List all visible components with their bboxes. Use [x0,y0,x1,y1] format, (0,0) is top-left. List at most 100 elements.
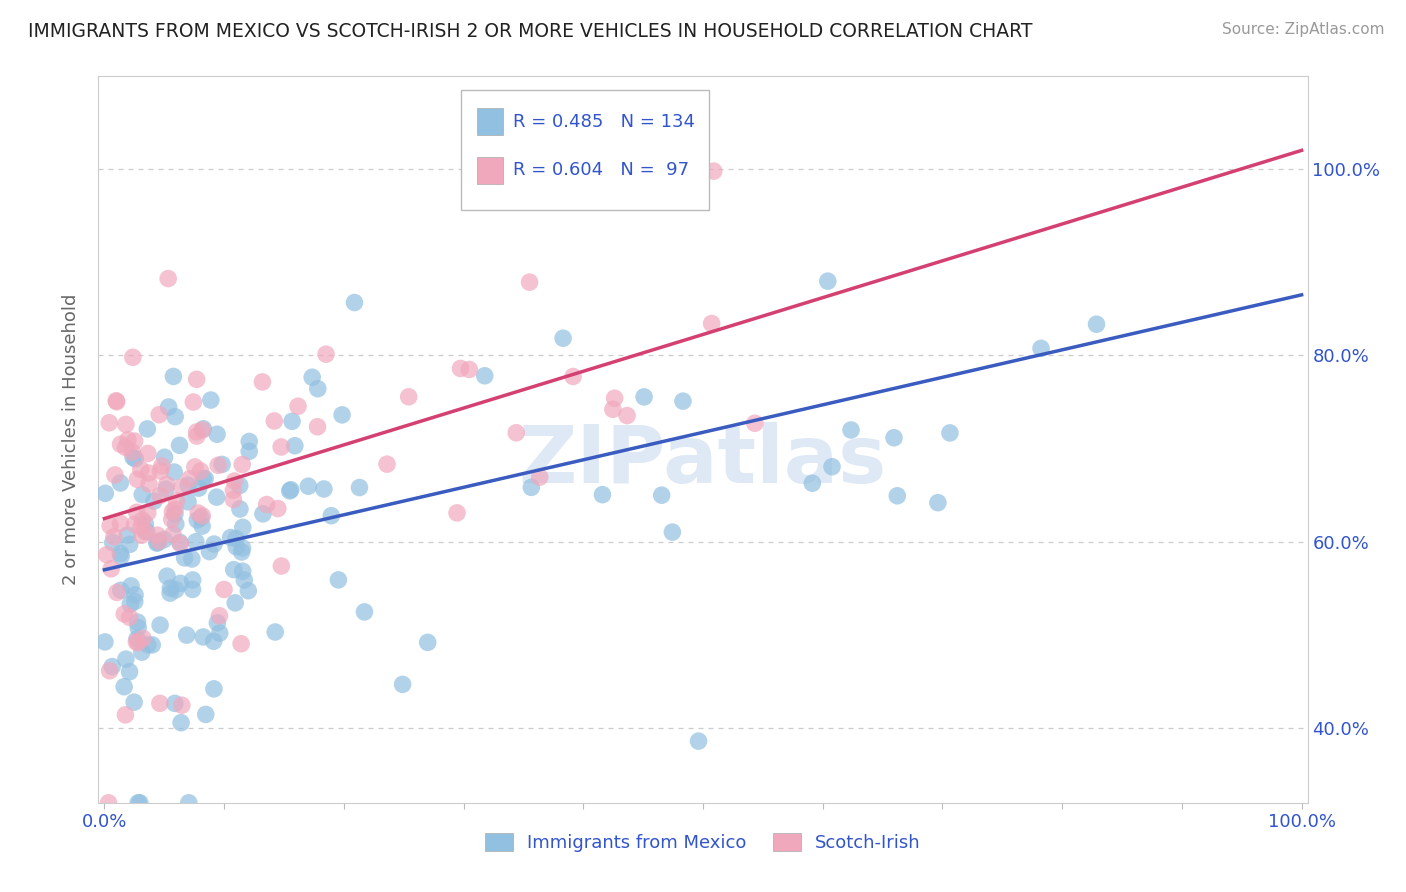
Point [122,695,145,709]
Point [136,446,159,460]
Point [839,423,862,437]
Point [231,545,253,559]
Point [191,519,214,533]
Point [162,504,184,518]
Point [110,546,132,560]
Point [124,594,146,608]
Point [125,632,148,646]
Point [193,422,215,436]
Point [187,506,209,520]
Point [651,488,673,502]
Text: Source: ZipAtlas.com: Source: ZipAtlas.com [1222,22,1385,37]
Point [232,564,254,578]
Point [118,665,141,679]
Point [96,548,118,562]
Point [744,417,766,431]
Point [278,483,301,498]
Point [184,459,207,474]
Point [181,582,204,597]
Point [169,535,191,549]
Point [939,425,962,440]
Point [94,486,117,500]
Point [287,399,309,413]
Point [118,610,141,624]
Point [330,408,353,422]
Point [1085,317,1108,331]
Point [194,471,217,485]
Point [398,390,420,404]
Point [94,635,117,649]
Point [505,425,527,440]
Point [231,541,253,555]
Point [138,477,160,491]
Point [212,582,235,597]
Point [110,549,132,564]
Point [633,390,655,404]
Point [817,274,839,288]
Point [529,470,551,484]
Point [146,536,169,550]
Point [172,480,194,494]
Point [149,464,172,478]
Point [163,697,186,711]
Point [159,581,181,595]
Point [232,520,254,534]
Point [112,607,135,621]
FancyBboxPatch shape [477,156,503,184]
Point [187,481,209,495]
Point [115,652,138,666]
Point [124,517,146,532]
Point [264,625,287,640]
Point [205,490,228,504]
Point [591,488,613,502]
Point [883,431,905,445]
Point [165,493,187,508]
Point [149,489,172,503]
Point [110,583,132,598]
Point [177,796,200,810]
Point [97,796,120,810]
Point [353,605,375,619]
Point [148,534,170,549]
Point [233,573,256,587]
Point [162,369,184,384]
Point [132,632,155,646]
Point [202,681,225,696]
Point [136,638,159,652]
Point [156,477,179,491]
Point [117,433,139,447]
Point [125,634,148,648]
Point [301,370,323,384]
Point [146,535,169,549]
Point [153,533,176,547]
Point [177,495,200,509]
Point [105,393,128,408]
Point [104,467,127,482]
Point [157,271,180,285]
Point [146,528,169,542]
Point [801,476,824,491]
Point [270,440,292,454]
Point [117,528,139,542]
Point [602,402,624,417]
Point [177,478,200,492]
Point [101,659,124,673]
Point [120,597,142,611]
Point [186,425,208,439]
Point [191,508,214,523]
Point [193,472,215,486]
Point [186,429,208,443]
Point [122,450,145,465]
Point [312,482,335,496]
Point [150,458,173,473]
Point [134,516,156,531]
Point [162,527,184,541]
Point [700,317,723,331]
Point [149,618,172,632]
Point [124,588,146,602]
FancyBboxPatch shape [461,90,709,211]
Point [208,626,231,640]
Point [135,524,157,539]
Point [110,475,132,490]
Text: ZIPatlas: ZIPatlas [519,422,887,500]
